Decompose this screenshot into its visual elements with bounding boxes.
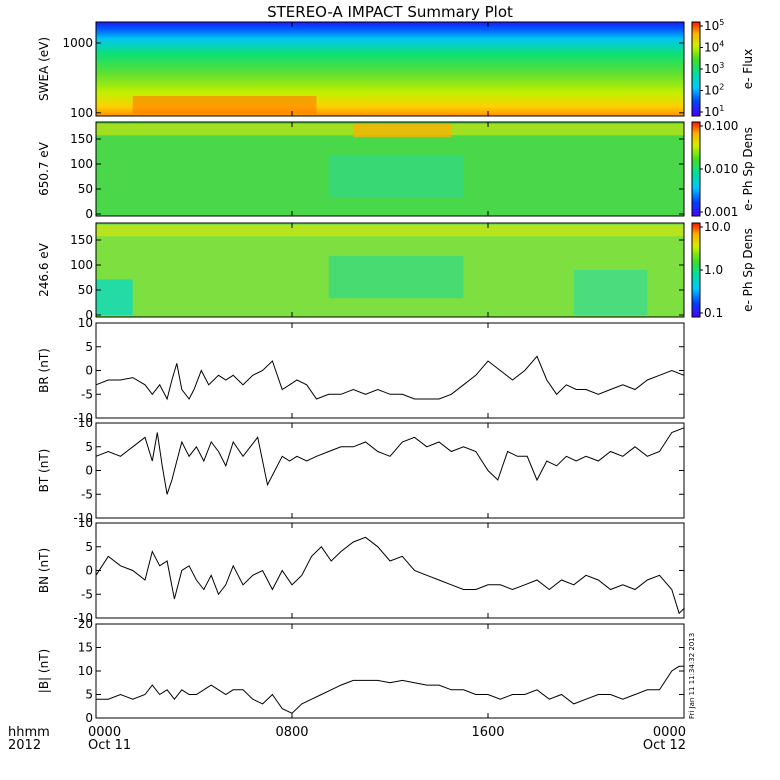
y-tick-label: 5 (85, 688, 93, 702)
colorbar-tick-label: 101 (704, 104, 724, 119)
colorbar-tick-label: 0.100 (704, 119, 738, 133)
pad-heatmap-region (328, 154, 464, 198)
y-tick-label: 100 (70, 258, 93, 272)
x-tick-label: 0800 (275, 725, 308, 740)
x-tick-label: 0000 (88, 725, 121, 740)
y-tick-label: -10 (73, 611, 93, 625)
y-tick-label: -10 (73, 411, 93, 425)
corner-label-hhmm: hhmm (8, 725, 50, 740)
y-axis-label: BN (nT) (37, 548, 51, 593)
y-tick-label: 0 (85, 711, 93, 725)
y-axis-label: 246.6 eV (37, 242, 51, 297)
panel-bn: -10 -5 0 5 10 BN (nT) (37, 516, 685, 625)
y-tick-label: 15 (78, 641, 93, 655)
colorbar-tick-label: 104 (704, 40, 724, 55)
y-tick-label: 150 (70, 233, 93, 247)
y-tick-label: 100 (70, 157, 93, 171)
colorbar-pad650 (691, 121, 701, 217)
pad-heatmap-cool-region (573, 270, 648, 315)
pad-heatmap-top-band (96, 225, 684, 237)
x-tick-label: 1600 (471, 725, 504, 740)
panel-bmag: 0 5 10 15 20 |B| (nT) (37, 617, 685, 725)
series-line-bn (95, 536, 685, 615)
y-tick-label: 0 (85, 364, 93, 378)
y-tick-label: 10 (78, 316, 93, 330)
y-axis-label: |B| (nT) (37, 649, 51, 693)
y-axis-label: SWEA (eV) (37, 37, 51, 101)
colorbar-tick-label: 105 (704, 18, 724, 33)
y-tick-label: -10 (73, 511, 93, 525)
colorbar-swea (691, 21, 701, 117)
panel-frame (95, 422, 685, 519)
x-date-label: Oct 12 (643, 738, 686, 753)
y-tick-label: 50 (78, 283, 93, 297)
panel-frame (95, 121, 685, 217)
colorbar-tick-label: 0.001 (704, 205, 738, 219)
colorbar-tick-label: 0.010 (704, 162, 738, 176)
y-tick-label: 10 (78, 516, 93, 530)
y-tick-label: 0 (85, 464, 93, 478)
y-tick-label: -5 (81, 587, 93, 601)
y-tick-label: 5 (85, 340, 93, 354)
x-tick-label: 0000 (653, 725, 686, 740)
y-tick-label: 0 (85, 207, 93, 221)
panel-swea: 105 104 103 102 101 e- Flux 100 1000 SWEA (eV) (37, 18, 755, 120)
y-tick-label: 150 (70, 132, 93, 146)
y-tick-label: 1000 (62, 36, 93, 50)
y-tick-label: 10 (78, 416, 93, 430)
series-line-bmag (96, 665, 684, 714)
chart-title: STEREO-A IMPACT Summary Plot (267, 3, 513, 21)
panel-bt: -10 -5 0 5 10 BT (nT) (37, 416, 685, 525)
y-tick-label: 50 (78, 182, 93, 196)
colorbar-tick-label: 102 (704, 83, 724, 98)
x-date-label: Oct 11 (88, 738, 131, 753)
pad-heatmap-region (328, 255, 464, 299)
colorbar-pad246 (691, 222, 701, 318)
timestamp-stamp: Fri Jan 11 11:34:32 2013 (688, 632, 696, 719)
panel-frame (95, 623, 685, 719)
panel-frame (95, 322, 685, 419)
colorbar-tick-label: 0.1 (704, 306, 723, 320)
y-tick-label: 5 (85, 440, 93, 454)
series-line-br (95, 355, 685, 401)
panel-br: -10 -5 0 5 10 BR (nT) (37, 316, 685, 425)
pad-heatmap-hot-region (353, 124, 452, 138)
y-axis-label: 650.7 eV (37, 141, 51, 196)
y-tick-label: -5 (81, 387, 93, 401)
colorbar-label: e- Flux (741, 49, 755, 89)
y-tick-label: 0 (85, 564, 93, 578)
y-tick-label: 5 (85, 540, 93, 554)
corner-label-year: 2012 (8, 738, 42, 753)
panel-frame (95, 222, 685, 318)
colorbar-tick-label: 10.0 (704, 220, 731, 234)
panel-frame (95, 21, 685, 117)
colorbar-tick-label: 103 (704, 61, 724, 76)
y-axis-label: BT (nT) (37, 449, 51, 493)
y-tick-label: 20 (78, 617, 93, 631)
pad-heatmap-cool-region (96, 279, 133, 315)
y-tick-label: 0 (85, 308, 93, 322)
colorbar-tick-label: 1.0 (704, 263, 723, 277)
y-tick-label: 100 (70, 106, 93, 120)
series-line-bt (95, 427, 685, 495)
y-tick-label: -5 (81, 487, 93, 501)
swea-heatmap-hot-region (132, 96, 317, 114)
panel-frame (95, 522, 685, 619)
panel-pad246: 10.0 1.0 0.1 e- Ph Sp Dens 0 50 100 150 246.6 eV (37, 220, 755, 322)
colorbar-label: e- Ph Sp Dens (741, 127, 755, 211)
y-tick-label: 10 (78, 664, 93, 678)
colorbar-label: e- Ph Sp Dens (741, 228, 755, 312)
y-axis-label: BR (nT) (37, 348, 51, 393)
